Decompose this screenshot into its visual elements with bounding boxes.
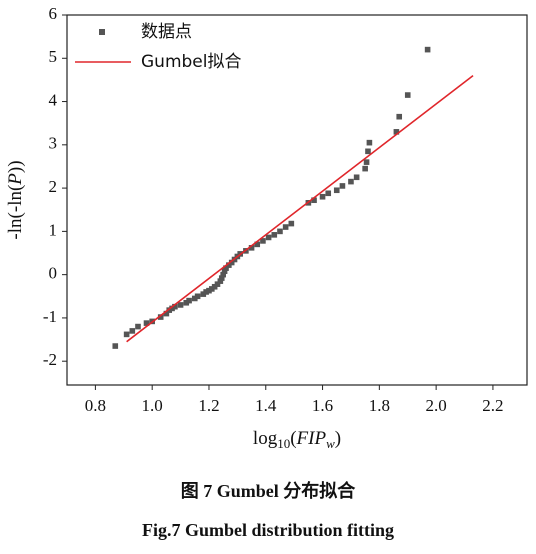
- data-point: [112, 343, 119, 349]
- x-tick-label: 1.0: [142, 396, 163, 415]
- legend-marker: [99, 29, 105, 35]
- caption-cn: 图 7 Gumbel 分布拟合: [181, 480, 357, 501]
- data-point: [172, 303, 178, 310]
- y-tick-label: -2: [43, 350, 57, 369]
- x-label-part: ): [335, 428, 341, 449]
- data-point: [123, 331, 130, 338]
- x-tick-label: 0.8: [85, 396, 106, 415]
- data-point: [325, 190, 332, 197]
- y-tick-label: 6: [49, 4, 58, 23]
- data-point: [366, 139, 373, 146]
- data-point: [186, 297, 192, 304]
- data-point: [424, 46, 431, 53]
- y-axis-label: -ln(-ln(P)): [5, 160, 26, 239]
- x-tick-label: 2.2: [482, 396, 503, 415]
- data-point: [288, 220, 295, 227]
- data-point: [220, 271, 226, 278]
- data-point: [177, 302, 184, 308]
- legend-label: Gumbel拟合: [141, 52, 241, 72]
- data-point: [214, 281, 221, 287]
- data-point: [221, 268, 228, 274]
- data-point: [319, 193, 326, 200]
- x-tick-label: 1.6: [312, 396, 333, 415]
- data-point: [348, 178, 354, 185]
- data-point: [143, 320, 150, 326]
- data-point: [209, 286, 215, 292]
- y-tick-label: 5: [49, 47, 58, 66]
- data-point: [223, 265, 229, 271]
- data-point: [166, 307, 173, 313]
- data-point: [333, 187, 340, 194]
- data-point: [191, 295, 198, 302]
- data-point: [363, 159, 370, 165]
- data-point: [203, 289, 209, 295]
- x-label-part: log: [253, 428, 278, 449]
- fit-line: [126, 74, 474, 343]
- data-point: [226, 262, 232, 268]
- data-point: [163, 310, 170, 317]
- x-label-part: w: [326, 436, 335, 451]
- x-label-part: 10: [277, 436, 290, 451]
- y-tick-label: 3: [49, 134, 58, 153]
- data-point: [396, 113, 403, 120]
- data-point: [211, 283, 218, 290]
- x-tick-label: 1.2: [198, 396, 219, 415]
- data-point: [393, 129, 400, 135]
- x-label-part: FIP: [296, 428, 327, 449]
- y-label-part: -ln(-ln(: [5, 185, 26, 240]
- data-point: [277, 228, 283, 235]
- x-tick-label: 2.0: [426, 396, 447, 415]
- data-point: [404, 92, 411, 98]
- data-point: [228, 259, 235, 266]
- data-point: [365, 148, 371, 155]
- data-point: [353, 174, 360, 181]
- data-point: [157, 314, 164, 320]
- data-point: [254, 241, 261, 248]
- x-tick-label: 1.4: [255, 396, 277, 415]
- y-label-part: P: [5, 173, 26, 186]
- data-point: [169, 305, 175, 312]
- y-tick-label: 0: [49, 264, 58, 283]
- data-point: [129, 328, 136, 334]
- data-point: [248, 245, 255, 251]
- data-point: [217, 278, 224, 284]
- x-tick-label: 1.8: [369, 396, 390, 415]
- data-point: [218, 275, 225, 281]
- data-point: [206, 287, 212, 294]
- data-point: [135, 323, 141, 330]
- y-tick-label: 1: [49, 220, 58, 239]
- y-tick-label: 2: [49, 177, 58, 196]
- x-label-part: (: [290, 428, 296, 449]
- y-label-part: )): [5, 160, 26, 173]
- data-point: [339, 183, 346, 189]
- data-point: [265, 234, 272, 241]
- data-point: [271, 232, 278, 238]
- caption-en: Fig.7 Gumbel distribution fitting: [142, 520, 394, 540]
- y-tick-label: -1: [43, 307, 57, 326]
- legend-label: 数据点: [141, 22, 192, 42]
- data-point: [282, 224, 289, 230]
- data-point: [311, 197, 317, 204]
- x-axis-label: log10(FIPw): [253, 428, 341, 451]
- data-point: [194, 293, 201, 300]
- y-tick-label: 4: [49, 90, 58, 109]
- data-point: [362, 165, 368, 172]
- plot-frame: [66, 14, 528, 386]
- data-point: [183, 299, 190, 306]
- data-point: [200, 291, 207, 297]
- data-point: [260, 238, 266, 244]
